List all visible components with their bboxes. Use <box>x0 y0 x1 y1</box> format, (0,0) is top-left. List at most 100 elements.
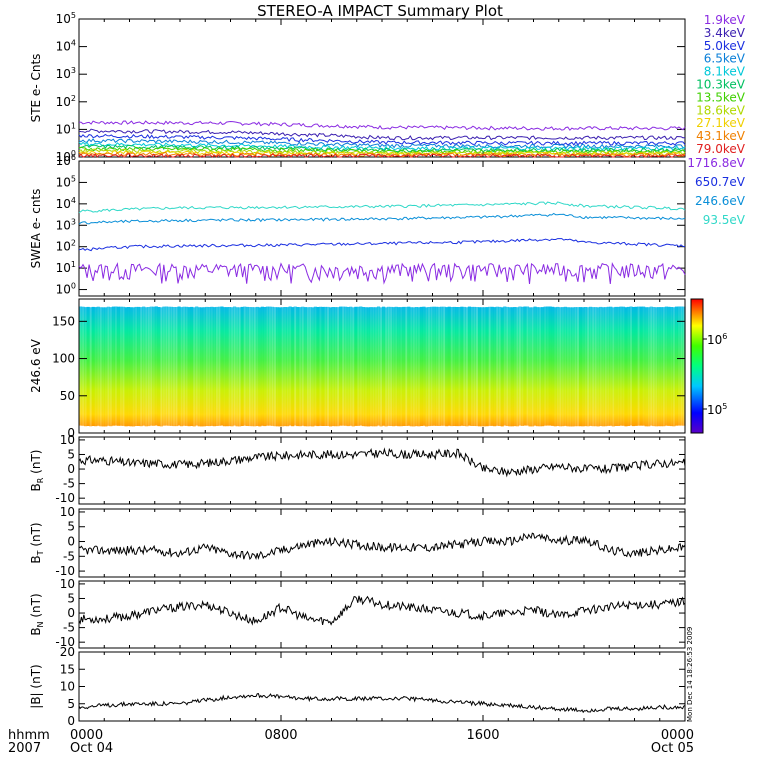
x-tick-label: 0000 <box>661 728 694 743</box>
y-tick-label: 0 <box>67 606 75 620</box>
heatmap-column <box>483 307 487 427</box>
y-tick-label: 10 <box>60 577 75 591</box>
y-tick-label: 20 <box>60 645 75 659</box>
heatmap-column <box>268 306 272 426</box>
heatmap-column <box>677 306 681 426</box>
legend-entry: 43.1keV <box>696 129 746 143</box>
y-tick-label: 0 <box>67 714 75 728</box>
heatmap-column <box>654 307 658 427</box>
series-line-6.5keV <box>78 138 686 149</box>
y-axis-label: BN (nT) <box>29 593 45 635</box>
heatmap-column <box>485 307 489 427</box>
series-line-10.3keV <box>78 144 686 153</box>
heatmap-column <box>111 306 115 426</box>
heatmap-column <box>470 306 474 426</box>
heatmap-column <box>424 307 429 427</box>
heatmap-column <box>427 307 431 427</box>
heatmap-column <box>412 307 416 427</box>
legend-entry: 246.6eV <box>695 194 746 208</box>
heatmap-column <box>596 307 600 427</box>
x-tick-label: 0800 <box>264 728 297 743</box>
series-line-bmag <box>78 693 686 714</box>
series-line-1716.8eV <box>78 262 686 285</box>
y-axis-label: SWEA e- cnts <box>29 189 43 269</box>
heatmap-column <box>414 307 418 427</box>
heatmap-column <box>553 307 557 427</box>
heatmap-column <box>84 307 88 427</box>
y-tick-label: 101 <box>56 121 76 136</box>
heatmap-column <box>296 307 300 427</box>
heatmap-column <box>293 306 297 426</box>
heatmap-column <box>339 306 343 426</box>
legend-entry: 650.7eV <box>695 175 746 189</box>
y-tick-label: 100 <box>56 282 76 297</box>
heatmap-column <box>144 307 148 427</box>
heatmap-column <box>230 307 234 427</box>
heatmap-column <box>495 306 499 426</box>
legend-entry: 8.1keV <box>704 65 746 79</box>
panel-frame <box>78 580 686 649</box>
heatmap-column <box>202 307 206 427</box>
x-tick-label: 0000 <box>70 728 103 743</box>
generation-stamp: Mon Dec 14 18:26:53 2009 <box>686 627 694 722</box>
heatmap-column <box>326 306 330 426</box>
y-tick-label: 103 <box>56 217 76 232</box>
heatmap-column <box>467 306 471 426</box>
panel-frame <box>78 508 686 578</box>
heatmap-column <box>180 307 184 427</box>
heatmap-column <box>331 307 335 427</box>
heatmap-column <box>503 306 507 426</box>
heatmap-column <box>462 306 466 426</box>
y-tick-label: 5 <box>67 520 75 534</box>
series-line-bt <box>78 532 686 561</box>
heatmap-column <box>440 306 444 426</box>
heatmap-column <box>616 306 620 426</box>
heatmap-column <box>581 307 585 427</box>
heatmap-column <box>291 307 295 427</box>
heatmap-column <box>220 306 224 426</box>
heatmap-column <box>192 307 196 427</box>
heatmap-column <box>248 307 252 427</box>
y-tick-label: 102 <box>56 239 76 254</box>
heatmap-column <box>311 307 315 427</box>
heatmap-column <box>578 307 583 427</box>
heatmap-column <box>94 307 98 427</box>
heatmap-column <box>682 306 686 426</box>
panel-frame <box>78 160 686 297</box>
heatmap-column <box>154 306 158 426</box>
heatmap-column <box>119 306 123 426</box>
heatmap-column <box>417 307 421 427</box>
heatmap-column <box>349 306 353 426</box>
heatmap-column <box>323 306 328 426</box>
heatmap-column <box>134 306 138 426</box>
heatmap-column <box>563 306 567 426</box>
heatmap-column <box>142 306 146 426</box>
heatmap-column <box>629 306 633 426</box>
heatmap-column <box>227 307 232 427</box>
y-tick-label: 105 <box>707 402 727 417</box>
heatmap-column <box>538 307 542 427</box>
heatmap-column <box>498 306 502 426</box>
heatmap-column <box>533 306 537 426</box>
heatmap-column <box>361 307 365 427</box>
heatmap-column <box>568 307 572 427</box>
heatmap-column <box>306 307 310 427</box>
heatmap-column <box>137 306 141 426</box>
heatmap-column <box>556 306 560 426</box>
y-tick-label: 105 <box>56 174 76 189</box>
legend-entry: 1716.8eV <box>687 156 745 170</box>
heatmap-column <box>551 306 555 426</box>
heatmap-column <box>652 307 656 427</box>
colorbar <box>690 298 704 434</box>
x-date-label: Oct 04 <box>70 741 113 756</box>
y-tick-label: 10 <box>60 433 75 447</box>
heatmap-column <box>270 306 275 426</box>
heatmap-column <box>634 306 638 426</box>
heatmap-column <box>664 306 668 426</box>
heatmap-column <box>392 307 396 427</box>
heatmap-column <box>409 307 413 427</box>
heatmap-column <box>571 307 575 427</box>
heatmap-column <box>399 307 403 427</box>
y-tick-label: -5 <box>63 477 75 491</box>
